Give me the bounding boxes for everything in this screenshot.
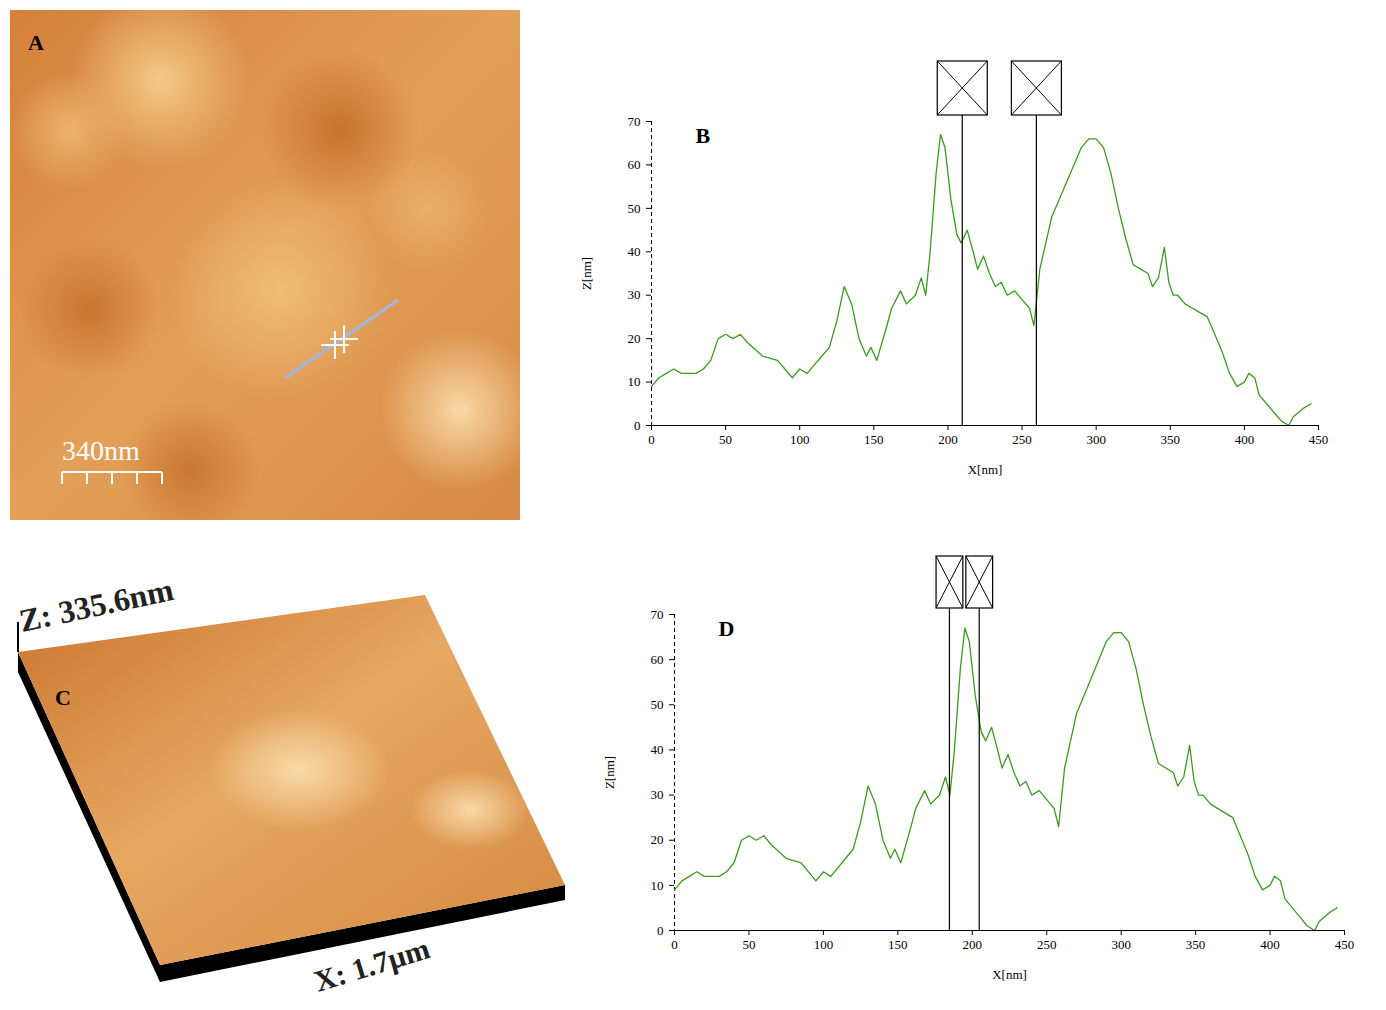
svg-text:40: 40 — [628, 244, 641, 259]
svg-text:350: 350 — [1186, 937, 1206, 952]
svg-text:30: 30 — [628, 287, 641, 302]
svg-text:150: 150 — [864, 432, 884, 447]
svg-text:70: 70 — [651, 607, 664, 622]
svg-text:A: A — [28, 30, 44, 55]
svg-text:400: 400 — [1235, 432, 1255, 447]
svg-text:200: 200 — [938, 432, 958, 447]
svg-text:100: 100 — [814, 937, 834, 952]
svg-text:60: 60 — [651, 652, 664, 667]
svg-text:30: 30 — [651, 787, 664, 802]
svg-text:20: 20 — [628, 331, 641, 346]
svg-text:Z: 335.6nm: Z: 335.6nm — [16, 571, 177, 639]
svg-text:0: 0 — [634, 418, 641, 433]
svg-text:X[nm]: X[nm] — [968, 462, 1003, 477]
svg-text:70: 70 — [628, 114, 641, 129]
svg-text:0: 0 — [657, 923, 664, 938]
svg-text:50: 50 — [742, 937, 755, 952]
svg-text:10: 10 — [628, 374, 641, 389]
svg-text:0: 0 — [648, 432, 655, 447]
svg-text:100: 100 — [790, 432, 810, 447]
svg-text:340nm: 340nm — [62, 435, 140, 466]
svg-text:B: B — [696, 123, 711, 148]
svg-text:350: 350 — [1161, 432, 1181, 447]
svg-text:D: D — [719, 616, 735, 641]
svg-text:450: 450 — [1309, 432, 1329, 447]
svg-text:X[nm]: X[nm] — [992, 967, 1027, 982]
svg-text:50: 50 — [651, 697, 664, 712]
svg-text:200: 200 — [963, 937, 983, 952]
svg-text:20: 20 — [651, 832, 664, 847]
svg-text:450: 450 — [1335, 937, 1355, 952]
svg-text:0: 0 — [671, 937, 678, 952]
svg-text:40: 40 — [651, 742, 664, 757]
svg-text:X: 1.7µm: X: 1.7µm — [310, 931, 433, 997]
svg-text:250: 250 — [1012, 432, 1032, 447]
svg-text:400: 400 — [1260, 937, 1280, 952]
svg-text:60: 60 — [628, 157, 641, 172]
svg-text:C: C — [55, 685, 71, 710]
svg-text:300: 300 — [1111, 937, 1131, 952]
svg-text:250: 250 — [1037, 937, 1057, 952]
svg-text:Z[nm]: Z[nm] — [579, 257, 594, 290]
svg-text:Z[nm]: Z[nm] — [602, 756, 617, 789]
svg-text:50: 50 — [719, 432, 732, 447]
svg-text:10: 10 — [651, 878, 664, 893]
svg-text:150: 150 — [888, 937, 908, 952]
svg-text:50: 50 — [628, 201, 641, 216]
svg-text:300: 300 — [1086, 432, 1106, 447]
